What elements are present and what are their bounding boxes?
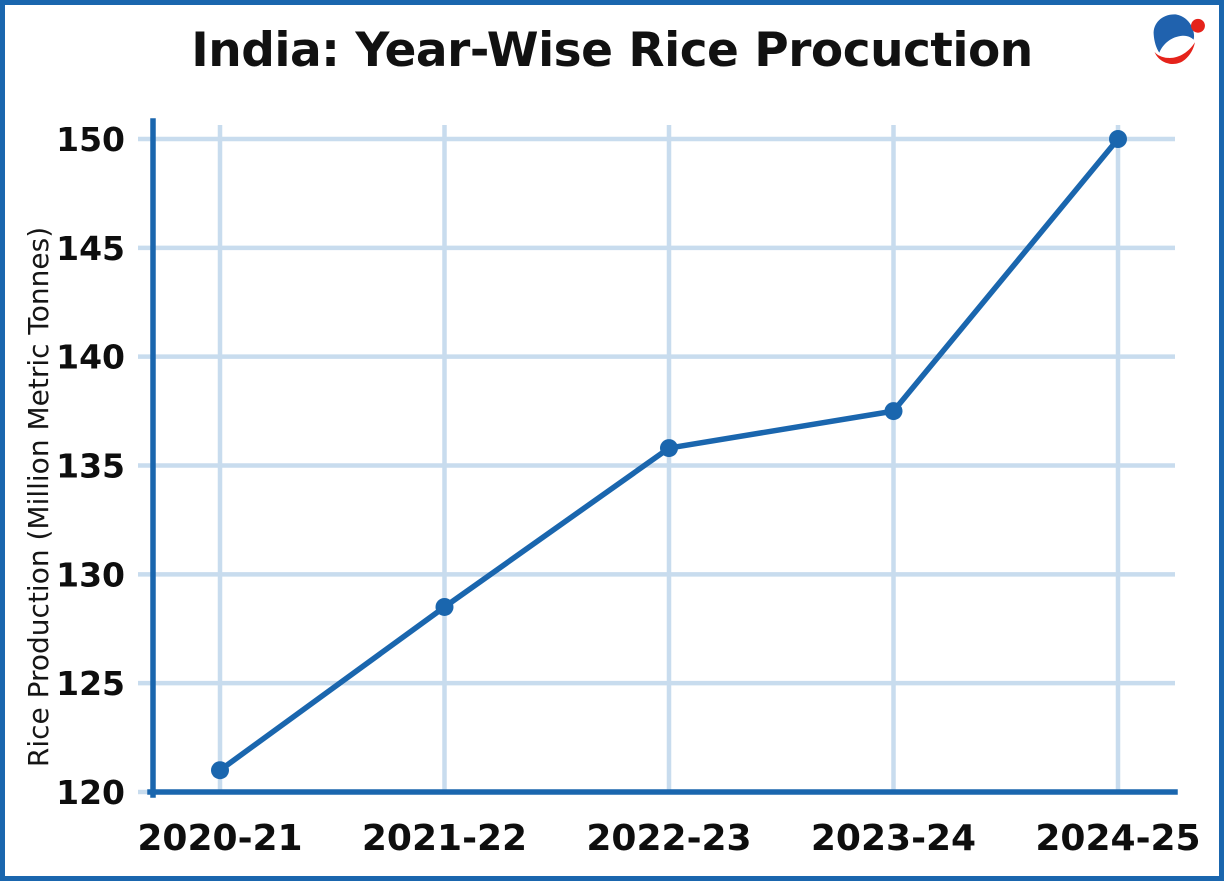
- logo-red-swoosh: [1154, 42, 1195, 64]
- rice-production-line-chart: 120 125 130 135 140 145 150 2020-21 2021-22 2022-…: [56, 118, 1201, 859]
- data-point: [211, 761, 229, 780]
- y-tick-label: 125: [56, 664, 125, 703]
- data-point: [660, 439, 678, 458]
- data-point: [435, 597, 454, 616]
- logo-blue-swoosh: [1153, 14, 1195, 53]
- y-tick-label: 150: [56, 120, 125, 159]
- y-tick-label: 120: [56, 773, 125, 812]
- chart-title: India: Year-Wise Rice Procuction: [191, 23, 1033, 78]
- x-tick-label: 2021-22: [362, 818, 527, 859]
- y-tick-label: 145: [56, 229, 125, 268]
- x-tick-label: 2024-25: [1035, 818, 1200, 859]
- x-tick-label: 2023-24: [811, 818, 976, 859]
- y-tick-label: 135: [56, 447, 125, 486]
- x-tick-label: 2022-23: [586, 818, 751, 859]
- brand-logo-icon: [1145, 9, 1211, 79]
- data-point: [1109, 130, 1127, 148]
- y-tick-label: 140: [56, 338, 125, 377]
- data-point: [884, 402, 903, 421]
- y-tick-label: 130: [56, 555, 125, 594]
- x-tick-label: 2020-21: [137, 818, 302, 859]
- logo-red-dot: [1191, 18, 1205, 33]
